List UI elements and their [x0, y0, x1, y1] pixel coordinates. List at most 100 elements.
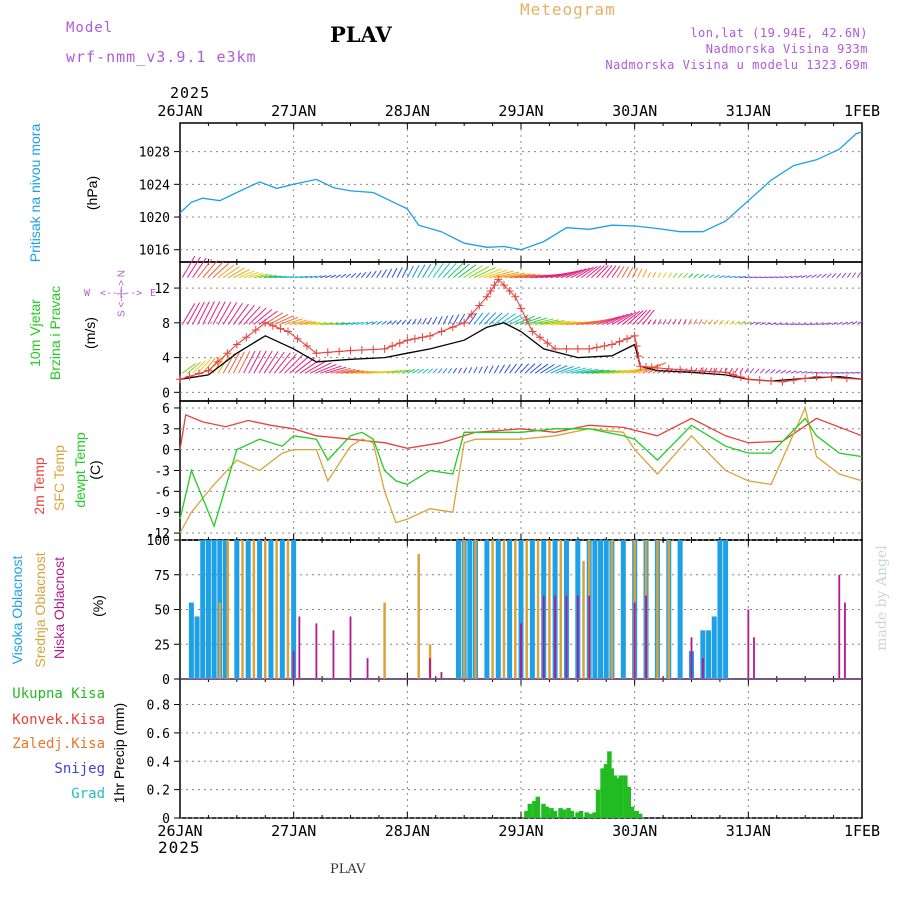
wind-arrow [463, 367, 468, 374]
wind-arrow [632, 309, 648, 325]
wind-arrow [320, 275, 327, 279]
wind-arrow [396, 267, 403, 278]
wind-arrow [355, 272, 362, 278]
cloud-high-bar [234, 540, 240, 679]
wind-arrow [320, 365, 342, 374]
cloud-high-bar [529, 540, 535, 679]
wind-arrow [493, 312, 510, 325]
wind-arrow [488, 365, 494, 374]
time-label-bottom: 27JAN [271, 822, 316, 840]
wind-arrow [330, 367, 351, 374]
wind-arrow [473, 267, 496, 279]
wind-arrow [315, 275, 322, 279]
cloud-high-bar [723, 540, 729, 679]
ytick-label-temp: -3 [154, 465, 170, 480]
wind-arrow [708, 274, 715, 279]
precip-legend-snow: Snijeg [54, 761, 105, 777]
wind-arrow [233, 303, 249, 325]
wind-arrow [565, 367, 587, 374]
wind-arrow [836, 272, 842, 278]
wind-arrow [642, 309, 655, 325]
wind-arrow [417, 318, 422, 325]
wind-arrow [238, 304, 255, 325]
gust-marker [842, 374, 851, 383]
precip-bar [558, 808, 563, 818]
wind-arrow [187, 361, 201, 374]
wind-arrow [749, 368, 755, 374]
cloud-mid-bar [610, 540, 614, 679]
wind-arrow [801, 274, 807, 279]
cloud-low-bar [753, 637, 755, 679]
gust-marker [636, 362, 645, 371]
wind-arrow [432, 263, 444, 278]
wind-arrow [780, 369, 787, 374]
precip-bar [609, 768, 614, 818]
time-label-top: 27JAN [271, 102, 316, 120]
wind-arrow [606, 265, 617, 278]
wind-arrow [228, 267, 245, 279]
temp-dewpt-line [179, 417, 863, 529]
wind-arrow [852, 371, 859, 374]
wind-arrow [545, 364, 562, 374]
precip-bar [569, 810, 575, 818]
ytick-label-temp: -9 [154, 506, 170, 521]
wind-arrow [754, 321, 761, 326]
wind-arrow [233, 269, 250, 279]
wind-arrow [274, 315, 294, 326]
wind-arrow [616, 311, 637, 325]
wind-arrow [851, 272, 857, 278]
cloud-high-bar [455, 540, 461, 679]
wind-arrow [217, 301, 232, 325]
wind-arrow [197, 258, 213, 278]
ytick-label-wind: 4 [162, 352, 170, 367]
wind-arrow [801, 323, 808, 326]
wind-arrow [678, 272, 683, 278]
wind-arrow [765, 368, 771, 374]
wind-arrow [197, 301, 210, 325]
wind-arrow [335, 368, 356, 374]
cloud-high-bar [484, 540, 490, 679]
ytick-label-cloud: 25 [154, 638, 170, 653]
cloud-mid-bar [241, 540, 244, 679]
wind-arrow [181, 303, 196, 325]
wind-arrow [811, 323, 818, 326]
wind-arrow [310, 322, 325, 326]
precip-bar [588, 813, 594, 818]
cloud-low-bar [633, 602, 636, 679]
ytick-label-temp: 3 [162, 423, 170, 438]
cloud-high-bar [706, 630, 712, 679]
gust-marker [600, 341, 609, 350]
wind-arrow [468, 312, 478, 325]
wind-arrow [770, 369, 776, 374]
wind-arrow [831, 273, 837, 278]
wind-arrow [212, 262, 230, 279]
wind-arrow [821, 273, 827, 279]
wind-arrow [442, 315, 449, 325]
wind-arrow [412, 368, 420, 374]
wind-arrow [181, 255, 196, 278]
cloud-low-bar [332, 630, 335, 679]
gust-marker [789, 376, 798, 385]
wind-arrow [315, 363, 337, 374]
ytick-label-precip: 0 [162, 812, 170, 827]
wind-arrow [386, 370, 398, 374]
wind-arrow [207, 261, 224, 278]
wind-arrow [591, 317, 616, 326]
gust-marker [293, 334, 302, 343]
wind-arrow [391, 267, 398, 278]
gust-marker [499, 281, 508, 290]
wind-arrow [489, 270, 514, 279]
gust-marker [223, 349, 232, 358]
elevation-info: Nadmorska Visina 933m [705, 42, 868, 56]
ytick-label-cloud: 0 [162, 673, 170, 688]
wind-arrow [749, 276, 757, 279]
wind-arrow [447, 314, 454, 325]
wind-arrow [192, 301, 205, 325]
wind-arrow [330, 274, 337, 279]
wind-arrow [509, 273, 536, 279]
wind-arrow [274, 275, 286, 279]
wind-arrow [181, 363, 196, 374]
precip-bar [578, 810, 584, 818]
precip-bar [634, 810, 639, 818]
gust-marker [511, 292, 520, 301]
